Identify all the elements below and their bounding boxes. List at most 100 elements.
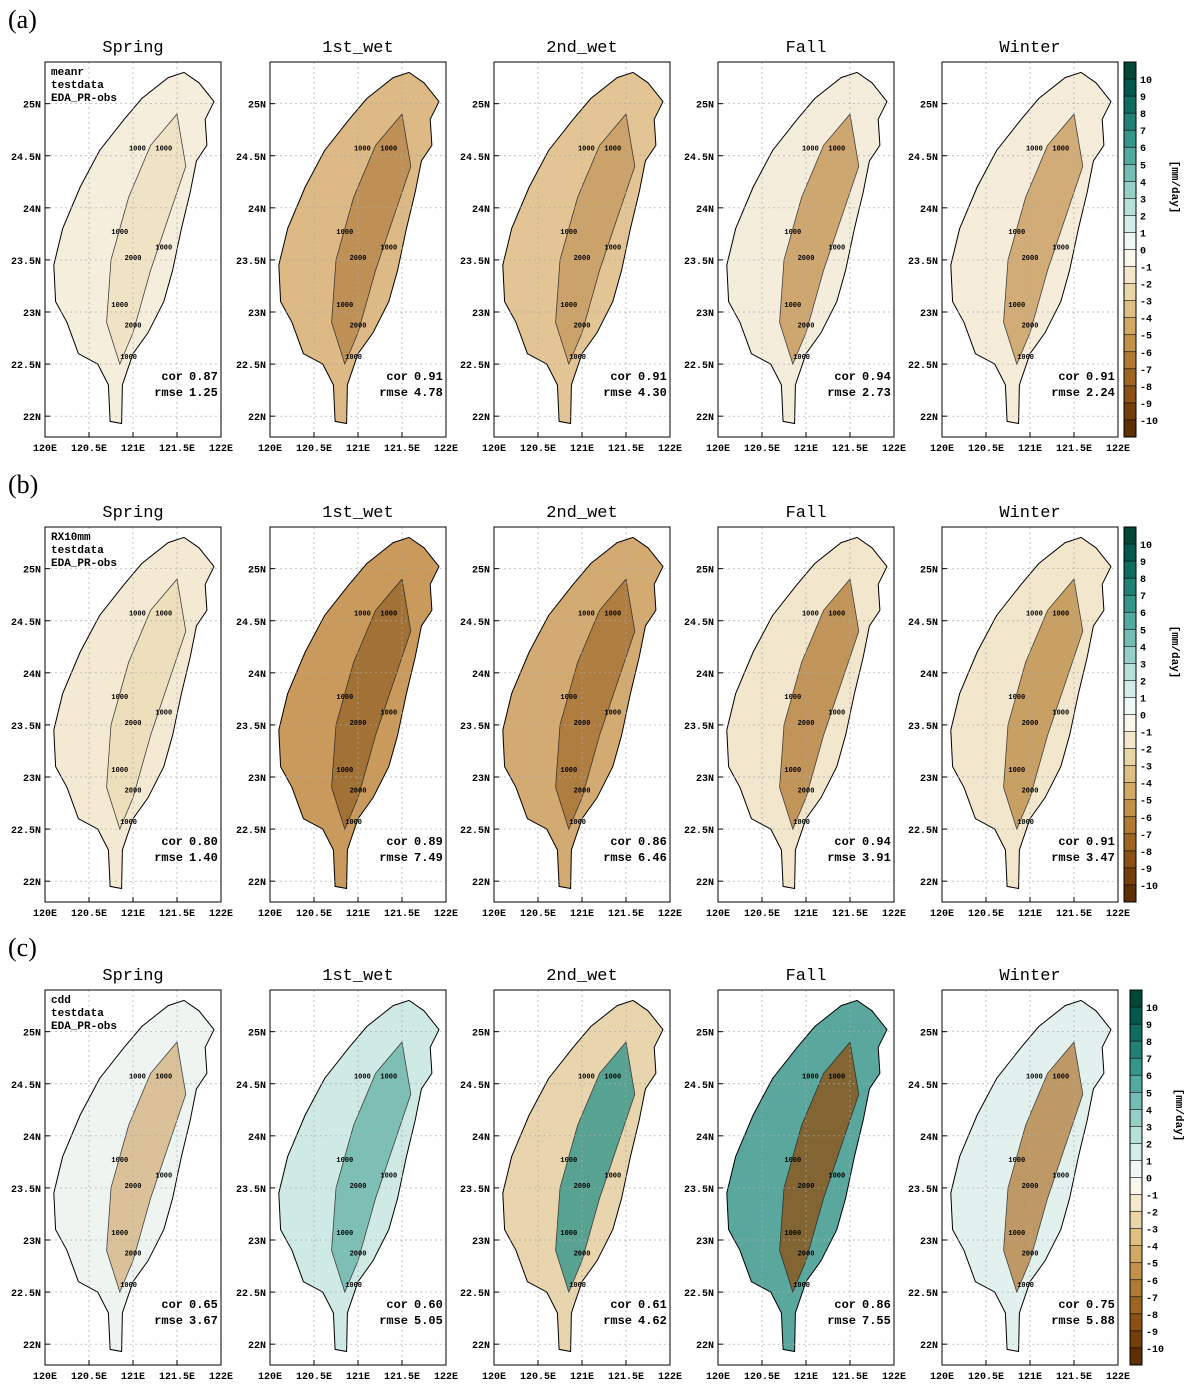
- cor-label: cor: [610, 1298, 632, 1312]
- y-tick-label: 22.5N: [11, 1289, 41, 1300]
- y-tick-label: 22.5N: [908, 1289, 938, 1300]
- contour-label: 1000: [793, 354, 810, 362]
- colorbar-tick-label: -8: [1146, 1311, 1158, 1322]
- y-tick-label: 24N: [23, 1133, 41, 1144]
- y-tick-label: 24.5N: [236, 153, 266, 164]
- contour-label: 1000: [380, 1074, 397, 1082]
- colorbar-segment: [1130, 1041, 1142, 1059]
- map-title: Spring: [102, 39, 163, 58]
- x-tick-label: 120E: [930, 909, 954, 920]
- y-tick-label: 24N: [472, 670, 490, 681]
- colorbar-segment: [1124, 799, 1136, 818]
- colorbar-segment: [1124, 300, 1136, 318]
- contour-label: 1000: [1052, 146, 1069, 154]
- colorbar-tick-label: 0: [1140, 247, 1146, 258]
- rmse-label: rmse: [1051, 1314, 1080, 1328]
- rmse-label: rmse: [154, 386, 183, 400]
- colorbar-segment: [1124, 232, 1136, 250]
- colorbar-tick-label: 2: [1140, 677, 1146, 688]
- y-tick-label: 25N: [248, 101, 266, 112]
- contour-label: 1000: [345, 354, 362, 362]
- y-tick-label: 24N: [472, 205, 490, 216]
- y-tick-label: 25N: [696, 566, 714, 577]
- map-title: 2nd_wet: [546, 967, 617, 986]
- colorbar-segment: [1130, 1330, 1142, 1349]
- colorbar-segment: [1130, 1296, 1142, 1315]
- x-tick-label: 120.5E: [71, 1372, 107, 1381]
- y-tick-label: 25N: [920, 1029, 938, 1040]
- contour-label: 2000: [798, 1251, 815, 1259]
- colorbar-tick-label: -2: [1140, 281, 1152, 292]
- x-tick-label: 121E: [794, 1372, 818, 1381]
- colorbar-tick-label: 6: [1140, 609, 1146, 620]
- cor-label: cor: [386, 835, 408, 849]
- contour-label: 1000: [1052, 1173, 1069, 1181]
- contour-label: 1000: [578, 611, 595, 619]
- contour-label: 1000: [578, 146, 595, 154]
- y-tick-label: 23.5N: [236, 257, 266, 268]
- contour-label: 1000: [1008, 1230, 1025, 1238]
- contour-label: 1000: [560, 302, 577, 310]
- contour-label: 1000: [111, 694, 128, 702]
- rmse-value: 1.40: [189, 851, 218, 865]
- cor-value: 0.61: [638, 1298, 667, 1312]
- colorbar-tick-label: -9: [1140, 865, 1152, 876]
- colorbar-segment: [1124, 419, 1136, 438]
- cor-value: 0.80: [189, 835, 218, 849]
- x-tick-label: 120E: [482, 444, 506, 455]
- contour-label: 1000: [1026, 1074, 1043, 1082]
- contour-label: 1000: [111, 1157, 128, 1165]
- contour-label: 2000: [574, 788, 591, 796]
- y-tick-label: 25N: [696, 101, 714, 112]
- colorbar-tick-label: 2: [1146, 1140, 1152, 1151]
- contour-label: 1000: [560, 694, 577, 702]
- x-tick-label: 120E: [706, 1372, 730, 1381]
- colorbar-segment: [1124, 867, 1136, 886]
- contour-label: 1000: [793, 1282, 810, 1290]
- contour-label: 1000: [828, 146, 845, 154]
- x-tick-label: 122E: [882, 909, 906, 920]
- y-tick-label: 23.5N: [684, 257, 714, 268]
- y-tick-label: 22N: [23, 413, 41, 424]
- contour-label: 1000: [380, 710, 397, 718]
- rmse-label: rmse: [603, 386, 632, 400]
- contour-label: 2000: [1022, 1183, 1039, 1191]
- contour-label: 2000: [1022, 255, 1039, 263]
- contour-label: 1000: [560, 1230, 577, 1238]
- rmse-value: 2.24: [1086, 386, 1115, 400]
- contour-label: 2000: [350, 1251, 367, 1259]
- contour-label: 2000: [798, 323, 815, 331]
- y-tick-label: 22.5N: [908, 361, 938, 372]
- anomaly-core: [555, 578, 636, 831]
- x-tick-label: 121.5E: [608, 444, 644, 455]
- rmse-label: rmse: [154, 851, 183, 865]
- contour-label: 1000: [155, 1173, 172, 1181]
- info-text: EDA_PR-obs: [51, 93, 117, 105]
- x-tick-label: 121E: [346, 1372, 370, 1381]
- x-tick-label: 122E: [1106, 909, 1130, 920]
- colorbar-unit: [mm/day]: [1172, 1089, 1184, 1142]
- contour-label: 1000: [569, 819, 586, 827]
- colorbar-tick-label: -9: [1140, 400, 1152, 411]
- colorbar-tick-label: 1: [1140, 229, 1146, 240]
- rmse-label: rmse: [1051, 851, 1080, 865]
- y-tick-label: 22.5N: [684, 826, 714, 837]
- y-tick-label: 24.5N: [908, 1081, 938, 1092]
- cor-label: cor: [161, 1298, 183, 1312]
- map-title: Spring: [102, 504, 163, 523]
- y-tick-label: 24.5N: [460, 153, 490, 164]
- colorbar-segment: [1124, 646, 1136, 664]
- colorbar-tick-label: -1: [1140, 264, 1152, 275]
- rmse-value: 5.05: [414, 1314, 443, 1328]
- cor-value: 0.94: [862, 835, 891, 849]
- colorbar-segment: [1124, 402, 1136, 421]
- y-tick-label: 22.5N: [684, 361, 714, 372]
- colorbar-segment: [1130, 1262, 1142, 1281]
- rmse-value: 2.73: [862, 386, 891, 400]
- info-text: cdd: [51, 995, 71, 1007]
- contour-label: 1000: [802, 1074, 819, 1082]
- colorbar-segment: [1130, 1007, 1142, 1025]
- rmse-label: rmse: [379, 1314, 408, 1328]
- y-tick-label: 22N: [472, 413, 490, 424]
- x-tick-label: 122E: [209, 1372, 233, 1381]
